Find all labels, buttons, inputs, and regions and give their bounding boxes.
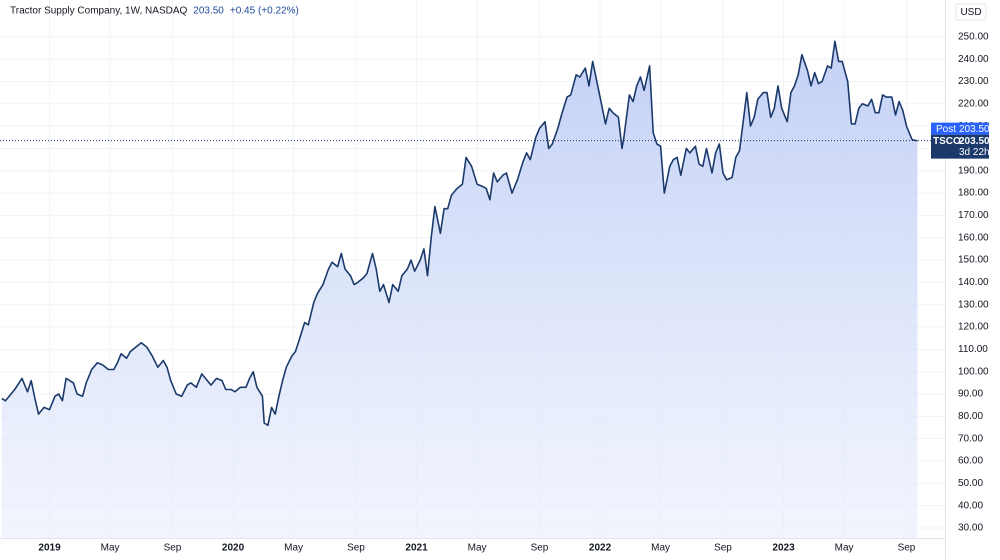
post-value: 203.50 <box>959 124 990 135</box>
y-tick-label: 40.00 <box>958 500 983 511</box>
y-tick-label: 140.00 <box>958 277 989 288</box>
chart-title: Tractor Supply Company, 1W, NASDAQ <box>10 6 188 17</box>
price: 203.50 <box>193 6 224 17</box>
x-tick-label: Sep <box>898 543 916 554</box>
y-tick-label: 160.00 <box>958 232 989 243</box>
currency: USD <box>960 7 981 18</box>
y-tick-label: 100.00 <box>958 366 989 377</box>
y-tick-label: 190.00 <box>958 165 989 176</box>
x-tick-label: Sep <box>531 543 549 554</box>
currency-box[interactable] <box>955 3 987 21</box>
post-label: Post <box>936 124 956 135</box>
plot <box>0 40 945 539</box>
y-tick-label: 50.00 <box>958 478 983 489</box>
area <box>1 41 918 539</box>
y-tick-label: 70.00 <box>958 433 983 444</box>
post-tag <box>931 122 989 135</box>
price-change: +0.45 (+0.22%) <box>230 6 299 17</box>
x-tick-label: 2022 <box>589 543 612 554</box>
x-tick-label: May <box>651 543 670 554</box>
y-tick-label: 80.00 <box>958 411 983 422</box>
x-tick-label: Sep <box>164 543 182 554</box>
x-tick-label: 2021 <box>405 543 428 554</box>
x-tick-label: Sep <box>347 543 365 554</box>
ticker-tag <box>931 134 989 159</box>
y-tick-label: 90.00 <box>958 389 983 400</box>
y-tick-label: 120.00 <box>958 322 989 333</box>
axes: 30.00 40.00 50.00 60.00 70.00 80.00 90.00 100.0… <box>38 31 990 553</box>
x-tick-label: 2023 <box>772 543 795 554</box>
x-tick-label: May <box>101 543 120 554</box>
ticker-label: TSCO <box>933 136 961 147</box>
x-tick-label: 2019 <box>38 543 61 554</box>
x-tick-label: May <box>468 543 487 554</box>
x-tick-label: May <box>284 543 303 554</box>
y-tick-label: 230.00 <box>958 76 989 87</box>
y-tick-label: 250.00 <box>958 31 989 42</box>
x-tick-label: Sep <box>714 543 732 554</box>
y-tick-label: 150.00 <box>958 255 989 266</box>
y-tick-label: 110.00 <box>958 344 988 355</box>
countdown: 3d 22h <box>959 147 990 158</box>
y-tick-label: 220.00 <box>958 98 989 109</box>
price-line <box>1 40 918 427</box>
x-tick-label: May <box>835 543 854 554</box>
x-tick-label: 2020 <box>222 543 245 554</box>
y-tick-label: 240.00 <box>958 54 989 65</box>
y-tick-label: 30.00 <box>958 523 983 534</box>
y-tick-label: 180.00 <box>958 188 989 199</box>
ticker-value: 203.50 <box>959 136 990 147</box>
y-tick-label: 60.00 <box>958 456 983 467</box>
y-tick-label: 130.00 <box>958 299 989 310</box>
y-tick-label: 170.00 <box>958 210 989 221</box>
